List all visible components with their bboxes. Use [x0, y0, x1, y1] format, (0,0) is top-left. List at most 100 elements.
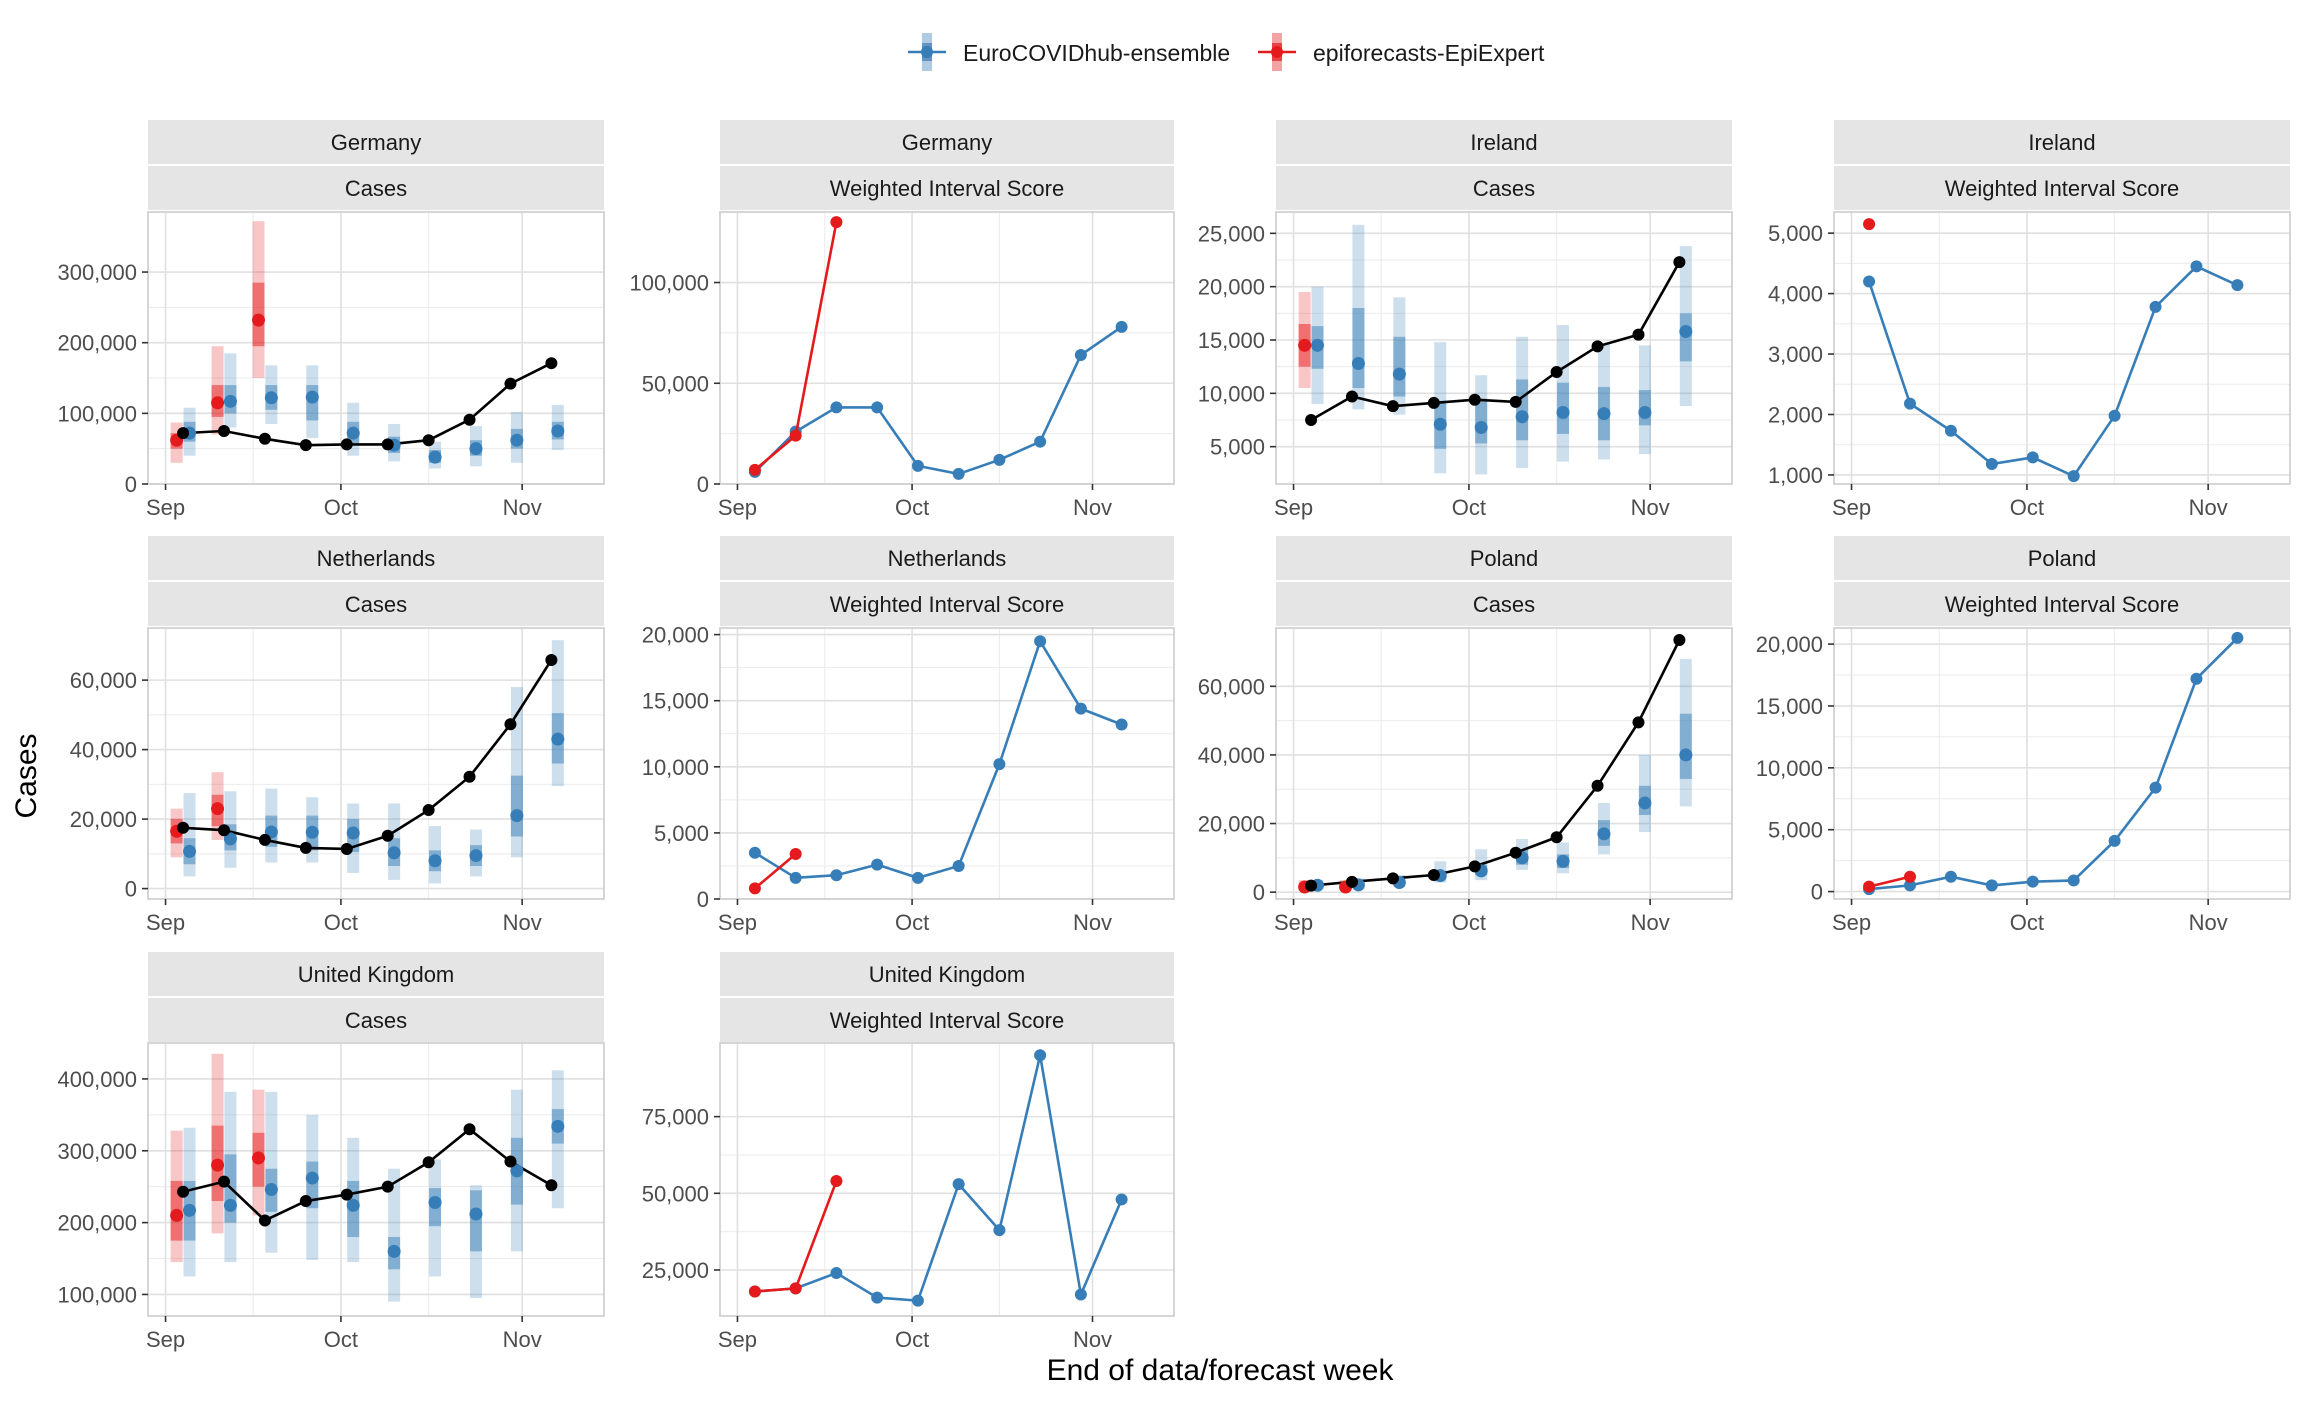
- forecast-median-point: [1392, 367, 1406, 381]
- strip-background: [148, 536, 604, 580]
- y-tick-label: 10,000: [642, 755, 709, 780]
- gridlines: [148, 628, 604, 899]
- panel-border: [1833, 627, 2291, 900]
- legend-item: epiforecasts-EpiExpert: [1258, 33, 1545, 71]
- panel-Netherlands-cases: Netherlands Cases 0 20,000 40,000 60,000 Sep Oc…: [70, 536, 605, 935]
- score-point: [1863, 880, 1876, 893]
- observed-point: [1468, 393, 1481, 406]
- x-tick-label: Nov: [503, 1327, 542, 1352]
- score-point: [993, 1224, 1006, 1237]
- score-point: [2231, 631, 2244, 644]
- strip-label-location: Poland: [1470, 546, 1539, 571]
- observed-point: [299, 439, 312, 452]
- observed-line: [182, 659, 553, 851]
- observed-point: [1591, 779, 1604, 792]
- y-tick-label: 100,000: [57, 1282, 137, 1307]
- score-point: [871, 1291, 884, 1304]
- forecast-median-point: [1556, 406, 1570, 420]
- strip-label-metric: Weighted Interval Score: [1945, 592, 2179, 617]
- panel-Germany-cases: Germany Cases 0 100,000 200,000 300,000 Sep Oct…: [57, 120, 605, 520]
- forecast-median-point: [223, 832, 237, 846]
- panels: Germany Cases 0 100,000 200,000 300,000 Sep Oct…: [57, 120, 2291, 1352]
- panel-Ireland-cases: Ireland Cases 5,000 10,000 15,000 20,000 25,00…: [1198, 120, 1733, 520]
- y-tick-label: 75,000: [642, 1105, 709, 1130]
- plot-area: [148, 212, 604, 484]
- forecast-median-point: [551, 424, 565, 438]
- observed-point: [258, 1214, 271, 1227]
- y-tick-label: 40,000: [1198, 743, 1265, 768]
- forecast-median-point: [305, 825, 319, 839]
- x-tick-label: Sep: [1274, 910, 1313, 935]
- observed-point: [218, 425, 230, 438]
- score-line: [754, 1054, 1123, 1303]
- score-point: [1034, 1049, 1047, 1062]
- score-point: [993, 758, 1006, 771]
- strip-label-location: Ireland: [1470, 130, 1537, 155]
- observed-point: [422, 434, 435, 447]
- score-point: [1904, 879, 1916, 892]
- observed-point: [381, 1180, 394, 1193]
- score-point: [1863, 218, 1876, 231]
- gridlines: [720, 1043, 1174, 1316]
- forecast-median-point: [251, 1151, 265, 1165]
- y-tick-label: 0: [1253, 880, 1265, 905]
- observed-point: [1305, 879, 1318, 892]
- panel-UK-wis: United Kingdom Weighted Interval Score 25,…: [642, 952, 1175, 1352]
- forecast-median-point: [305, 390, 319, 404]
- observed-line: [1310, 261, 1681, 422]
- y-tick-label: 20,000: [642, 623, 709, 648]
- x-tick-label: Sep: [1832, 495, 1871, 520]
- score-point: [911, 459, 924, 472]
- x-tick-label: Sep: [146, 495, 185, 520]
- observed-point: [1468, 860, 1481, 873]
- observed-point: [381, 438, 394, 451]
- x-tick-label: Sep: [1274, 495, 1313, 520]
- x-tick-label: Oct: [1452, 495, 1486, 520]
- y-tick-label: 60,000: [70, 668, 137, 693]
- forecast-median-point: [251, 313, 265, 327]
- data-layer: [748, 1049, 1128, 1307]
- legend-label: EuroCOVIDhub-ensemble: [963, 40, 1230, 66]
- observed-point: [218, 824, 230, 837]
- forecast-median-point: [1311, 338, 1325, 352]
- forecast-median-point: [1597, 407, 1611, 421]
- score-point: [952, 1178, 965, 1191]
- y-tick-label: 300,000: [57, 1139, 137, 1164]
- forecast-median-point: [211, 1158, 225, 1172]
- score-point: [830, 216, 843, 229]
- strip-background: [148, 952, 604, 996]
- panel-border: [147, 627, 605, 900]
- x-tick-label: Oct: [324, 1327, 358, 1352]
- y-axis-title: Cases: [10, 733, 43, 818]
- y-tick-label: 0: [125, 877, 137, 902]
- strip-background: [720, 952, 1174, 996]
- strip-label-location: Ireland: [2028, 130, 2095, 155]
- gridlines: [1276, 628, 1732, 899]
- forecast-median-point: [346, 826, 360, 840]
- strip-background: [720, 166, 1174, 210]
- observed-point: [463, 1123, 476, 1136]
- x-tick-label: Sep: [718, 495, 757, 520]
- panel-border: [147, 211, 605, 485]
- strip-label-location: United Kingdom: [869, 962, 1026, 987]
- panel-Germany-wis: Germany Weighted Interval Score 0 50,000 100…: [629, 120, 1175, 520]
- forecast-median-point: [1638, 796, 1652, 810]
- gridlines: [1834, 212, 2290, 484]
- y-tick-label: 2,000: [1768, 402, 1823, 427]
- y-tick-label: 15,000: [1756, 694, 1823, 719]
- strip-label-location: Germany: [331, 130, 421, 155]
- y-tick-label: 20,000: [1198, 275, 1265, 300]
- strip-background: [148, 998, 604, 1042]
- score-point: [1904, 870, 1916, 883]
- score-point: [2026, 875, 2039, 888]
- observed-point: [299, 841, 312, 854]
- score-point: [748, 463, 761, 476]
- y-tick-label: 400,000: [57, 1067, 137, 1092]
- observed-point: [545, 653, 558, 666]
- plot-area: [1276, 628, 1732, 899]
- observed-point: [1346, 875, 1358, 888]
- score-point: [1985, 458, 1998, 471]
- strip-background: [720, 536, 1174, 580]
- strip-background: [1276, 166, 1732, 210]
